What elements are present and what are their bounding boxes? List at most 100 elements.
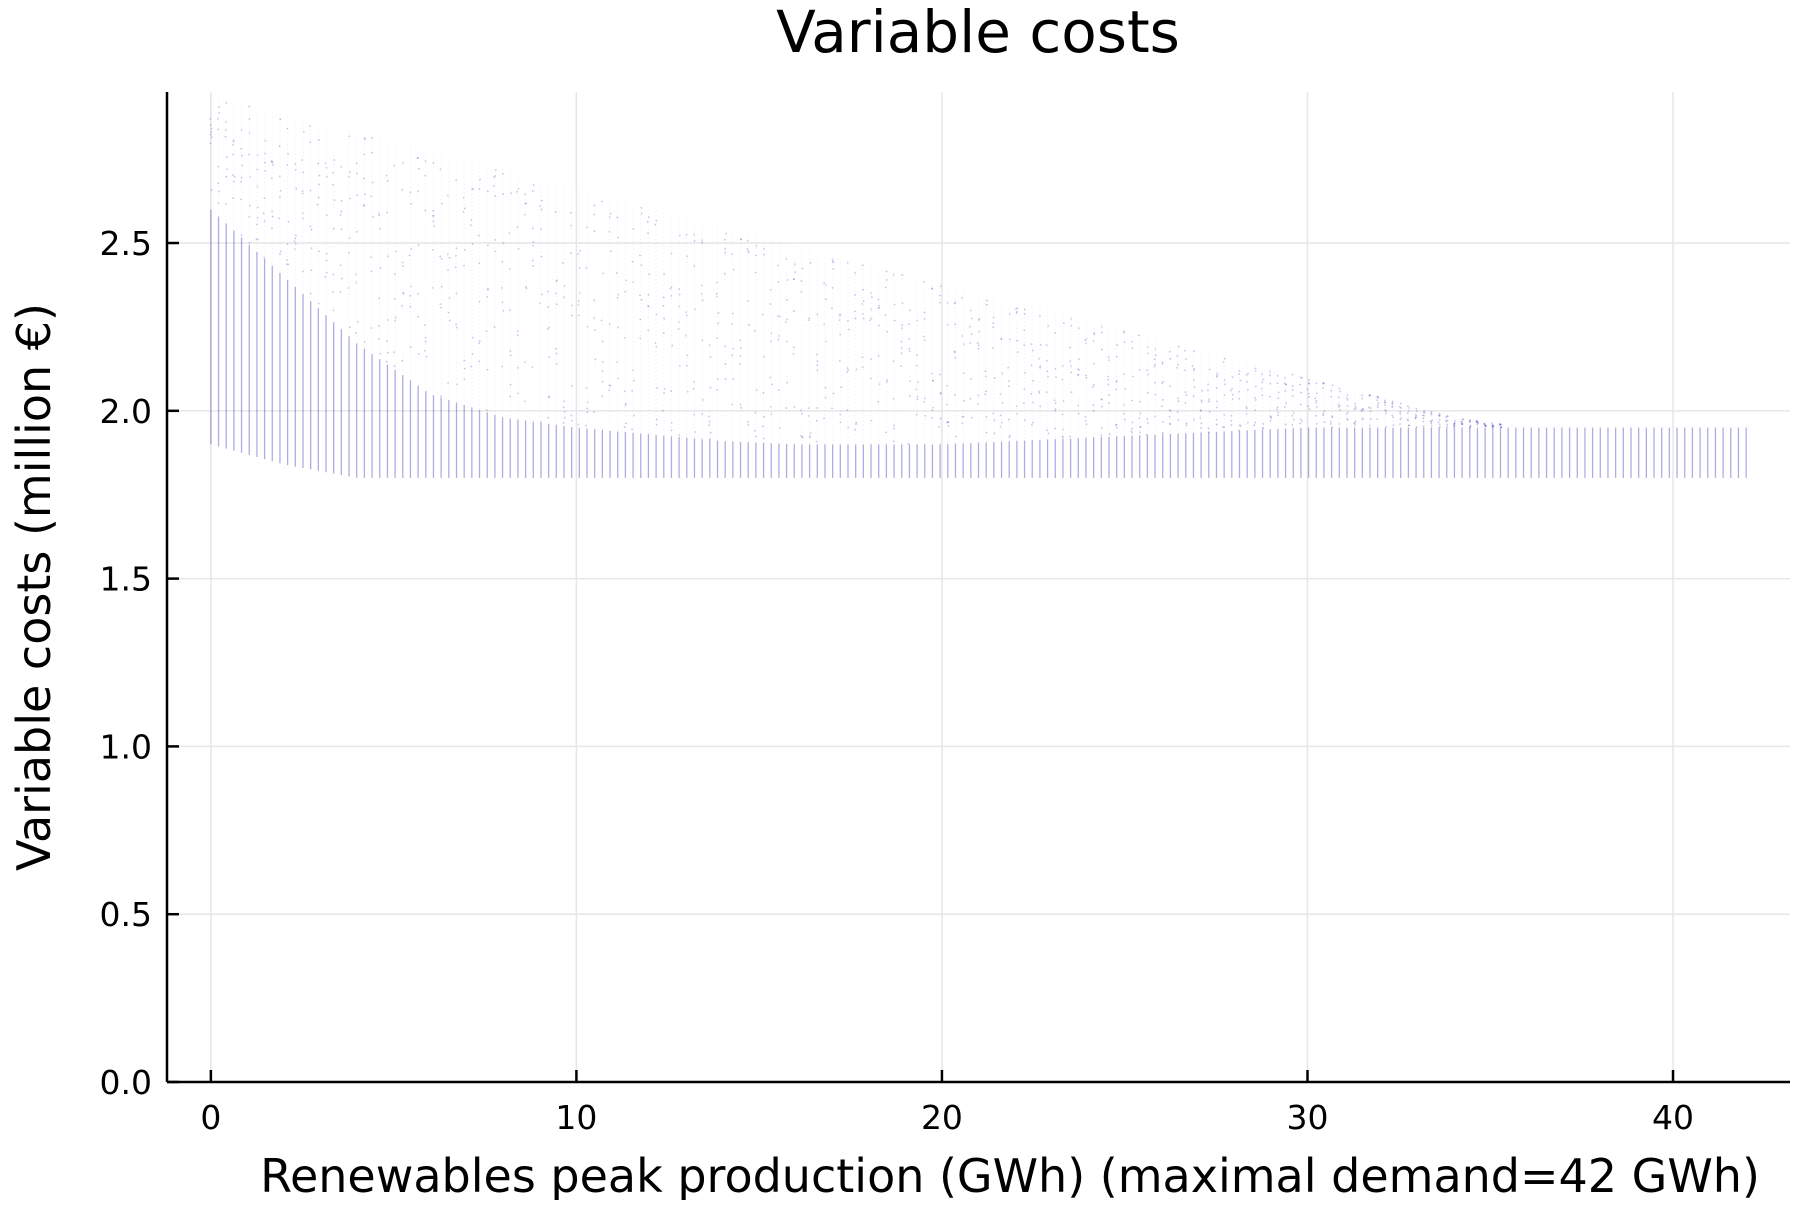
scatter-point — [1092, 383, 1095, 386]
scatter-point — [218, 190, 221, 193]
scatter-point — [639, 337, 642, 340]
scatter-point — [815, 419, 818, 422]
scatter-point — [1377, 404, 1379, 407]
scatter-point — [908, 347, 911, 350]
scatter-point — [1276, 382, 1279, 385]
scatter-point — [470, 224, 472, 227]
scatter-point — [1215, 386, 1218, 389]
y-tick-label-5: 2.5 — [100, 224, 152, 263]
scatter-point — [1162, 421, 1164, 424]
scatter-point — [1062, 322, 1065, 324]
scatter-point — [1054, 368, 1057, 370]
scatter-point — [693, 240, 696, 242]
scatter-point — [224, 129, 227, 132]
scatter-point — [777, 264, 779, 267]
scatter-point — [1169, 357, 1172, 360]
scatter-point — [409, 191, 412, 194]
scatter-point — [932, 406, 934, 409]
scatter-point — [1323, 382, 1326, 385]
scatter-point — [463, 207, 466, 210]
scatter-point — [1237, 429, 1240, 432]
scatter-point — [232, 143, 234, 146]
scatter-point — [961, 422, 964, 425]
scatter-point — [1185, 393, 1188, 396]
scatter-point — [909, 309, 911, 312]
scatter-point — [870, 377, 872, 380]
scatter-point — [946, 323, 949, 326]
scatter-point — [1415, 410, 1418, 412]
scatter-point — [778, 335, 781, 337]
scatter-point — [471, 352, 474, 355]
scatter-point — [1422, 414, 1424, 417]
scatter-point — [554, 292, 557, 295]
scatter-point — [647, 329, 650, 332]
scatter-point — [486, 368, 489, 371]
scatter-point — [1360, 410, 1363, 412]
scatter-point — [1484, 425, 1487, 428]
scatter-point — [333, 199, 336, 202]
scatter-point — [378, 297, 381, 299]
scatter-point — [1030, 424, 1033, 426]
scatter-point — [524, 202, 527, 205]
scatter-point — [601, 361, 604, 363]
scatter-point — [1076, 373, 1079, 376]
scatter-point — [1300, 420, 1303, 423]
scatter-point — [1299, 418, 1302, 421]
scatter-point — [1438, 412, 1441, 415]
scatter-point — [915, 388, 918, 391]
scatter-point — [639, 318, 642, 321]
scatter-point — [525, 202, 527, 205]
scatter-point — [1492, 425, 1495, 428]
scatter-point — [1422, 411, 1425, 414]
scatter-point — [1461, 422, 1464, 425]
scatter-point — [1009, 434, 1011, 437]
scatter-point — [900, 352, 903, 355]
scatter-point — [946, 384, 948, 387]
scatter-point — [218, 106, 221, 109]
scatter-point — [592, 411, 595, 414]
scatter-point — [724, 363, 727, 365]
scatter-point — [616, 296, 619, 299]
scatter-point — [1184, 369, 1186, 371]
scatter-point — [577, 299, 580, 302]
scatter-point — [424, 174, 427, 177]
scatter-point — [963, 400, 965, 402]
scatter-point — [601, 395, 604, 398]
scatter-point — [1168, 415, 1171, 418]
scatter-point — [708, 438, 711, 441]
scatter-point — [240, 147, 243, 150]
scatter-point — [1377, 402, 1380, 404]
scatter-point — [401, 305, 403, 307]
scatter-point — [401, 261, 404, 264]
scatter-point — [701, 413, 704, 415]
scatter-point — [1022, 402, 1025, 405]
scatter-point — [1262, 423, 1265, 425]
scatter-point — [455, 292, 458, 295]
scatter-point — [410, 248, 413, 250]
scatter-point — [1223, 379, 1226, 381]
scatter-point — [1216, 375, 1218, 378]
scatter-point — [1445, 416, 1447, 419]
scatter-point — [241, 154, 243, 157]
scatter-point — [963, 343, 965, 346]
scatter-point — [862, 317, 865, 320]
scatter-point — [1453, 424, 1456, 427]
scatter-point — [1384, 401, 1387, 404]
scatter-point — [1246, 389, 1249, 392]
scatter-point — [846, 261, 849, 264]
scatter-point — [1384, 401, 1386, 404]
scatter-point — [693, 233, 696, 236]
scatter-point — [809, 261, 812, 264]
scatter-point — [1415, 426, 1418, 428]
scatter-point — [884, 314, 887, 317]
scatter-point — [1069, 360, 1072, 363]
scatter-point — [970, 378, 973, 380]
scatter-point — [1193, 350, 1195, 353]
scatter-point — [761, 425, 764, 428]
scatter-point — [318, 183, 321, 186]
scatter-point — [1032, 401, 1035, 404]
scatter-point — [1462, 418, 1464, 420]
scatter-point — [870, 317, 873, 320]
scatter-point — [1353, 408, 1356, 411]
scatter-point — [1239, 379, 1242, 382]
